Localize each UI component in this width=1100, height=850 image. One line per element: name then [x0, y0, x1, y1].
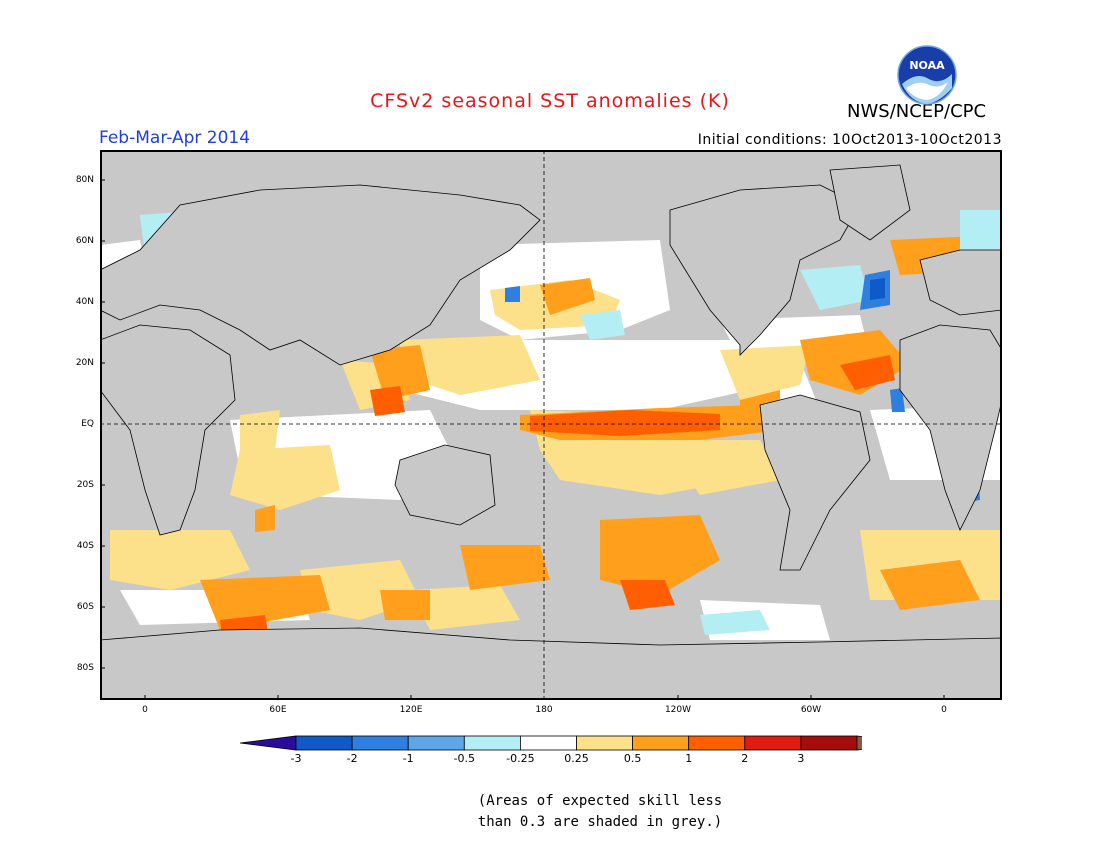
lat-label-40n: 40N [75, 297, 94, 307]
svg-text:NOAA: NOAA [909, 59, 945, 72]
legend-tick-label: -0.25 [506, 752, 535, 765]
legend-swatch [688, 735, 746, 751]
chart-title: CFSv2 seasonal SST anomalies (K) [370, 90, 730, 112]
map-frame [100, 150, 1002, 700]
lon-label-120w: 120W [664, 705, 692, 715]
legend-swatch [407, 735, 465, 751]
anomaly-1-2-regions [220, 355, 895, 635]
skill-note-line-1: (Areas of expected skill less [477, 793, 723, 809]
lat-label-60n: 60N [75, 236, 94, 246]
lon-label-120e: 120E [399, 705, 423, 715]
lat-label-40s: 40S [76, 541, 94, 551]
legend-swatch [632, 735, 690, 751]
legend-tick-label: 2 [741, 752, 749, 765]
legend-tick-label: 1 [685, 752, 693, 765]
legend-tick-label: -1 [402, 752, 414, 765]
anomaly-neg-0.25-0.5-regions [140, 210, 1000, 635]
lon-label-0: 0 [142, 705, 148, 715]
lat-label-80n: 80N [75, 175, 94, 185]
legend-tick-label: 3 [797, 752, 805, 765]
legend-swatch [295, 735, 353, 751]
skill-note-line-2: than 0.3 are shaded in grey.) [477, 814, 723, 830]
lon-label-60w: 60W [800, 705, 822, 715]
legend-swatch-min [240, 735, 297, 751]
continent-outlines [100, 164, 1002, 700]
lon-label-180: 180 [535, 705, 553, 715]
legend-swatch [519, 735, 577, 751]
legend-tick-label: -0.5 [453, 752, 476, 765]
noaa-logo: NOAA [897, 45, 957, 105]
lon-label-0-right: 0 [941, 705, 947, 715]
anomaly-neg-2-regions [870, 278, 885, 300]
legend-tick-label: -3 [290, 752, 302, 765]
legend-swatch [744, 735, 802, 751]
legend-swatch [576, 735, 633, 751]
lat-label-eq: EQ [81, 419, 94, 429]
lat-label-60s: 60S [76, 602, 94, 612]
color-legend-bar [240, 735, 862, 751]
season-label: Feb-Mar-Apr 2014 [99, 128, 251, 148]
lat-label-20s: 20S [76, 480, 94, 490]
lat-label-80s: 80S [76, 663, 94, 673]
legend-swatch [351, 735, 409, 751]
lat-label-20n: 20N [75, 358, 94, 368]
sst-anomaly-map [100, 150, 1002, 700]
skill-note: (Areas of expected skill less than 0.3 a… [470, 791, 730, 833]
legend-swatch [800, 735, 858, 751]
legend-swatch-max [856, 735, 862, 751]
legend-tick-label: 0.5 [623, 752, 642, 765]
agency-label: NWS/NCEP/CPC [847, 101, 987, 122]
legend-tick-label: 0.25 [564, 752, 589, 765]
legend-tick-label: -2 [346, 752, 358, 765]
initial-conditions-label: Initial conditions: 10Oct2013-10Oct2013 [697, 132, 1002, 148]
legend-swatch [463, 735, 521, 751]
lon-label-60e: 60E [269, 705, 287, 715]
